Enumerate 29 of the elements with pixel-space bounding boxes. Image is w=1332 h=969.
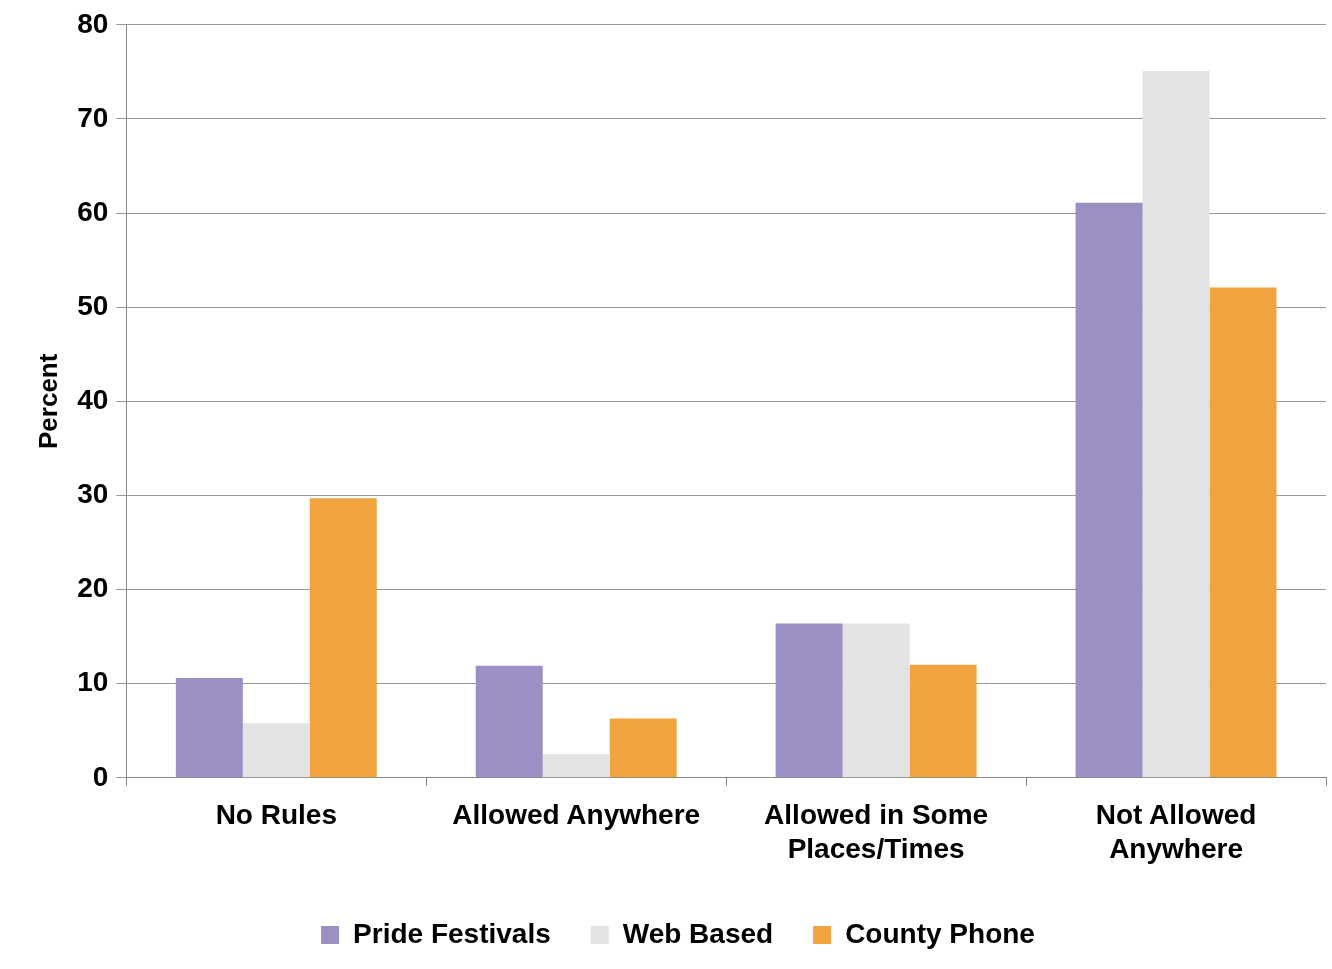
x-tick-label: Allowed Anywhere [452,799,701,831]
bar [1209,287,1277,778]
x-tick-label: Not Allowed Anywhere [1095,799,1257,864]
y-axis-title: Percent [32,353,63,449]
bar [309,498,377,778]
bar [1075,202,1143,778]
bar [909,664,977,778]
legend-label: Web Based [622,917,774,949]
bar [242,723,310,778]
y-tick-label: 40 [77,384,109,416]
y-tick-label: 70 [77,101,109,133]
legend-label: County Phone [845,917,1035,949]
x-tick-label: No Rules [215,799,337,831]
bar [475,665,543,778]
bar [842,623,910,778]
legend-label: Pride Festivals [353,917,551,949]
bar [609,718,677,778]
y-tick-label: 20 [77,572,109,604]
bar [1142,70,1210,778]
y-tick-label: 30 [77,478,109,510]
x-tick-label: Allowed in Some Places/Times [764,799,989,864]
y-tick-label: 60 [77,195,109,227]
bar [542,754,610,778]
y-tick-label: 80 [77,7,109,39]
bar [775,623,843,778]
y-tick-label: 10 [77,666,109,698]
y-tick-label: 0 [92,760,109,792]
bar [175,678,243,778]
y-tick-label: 50 [77,289,109,321]
